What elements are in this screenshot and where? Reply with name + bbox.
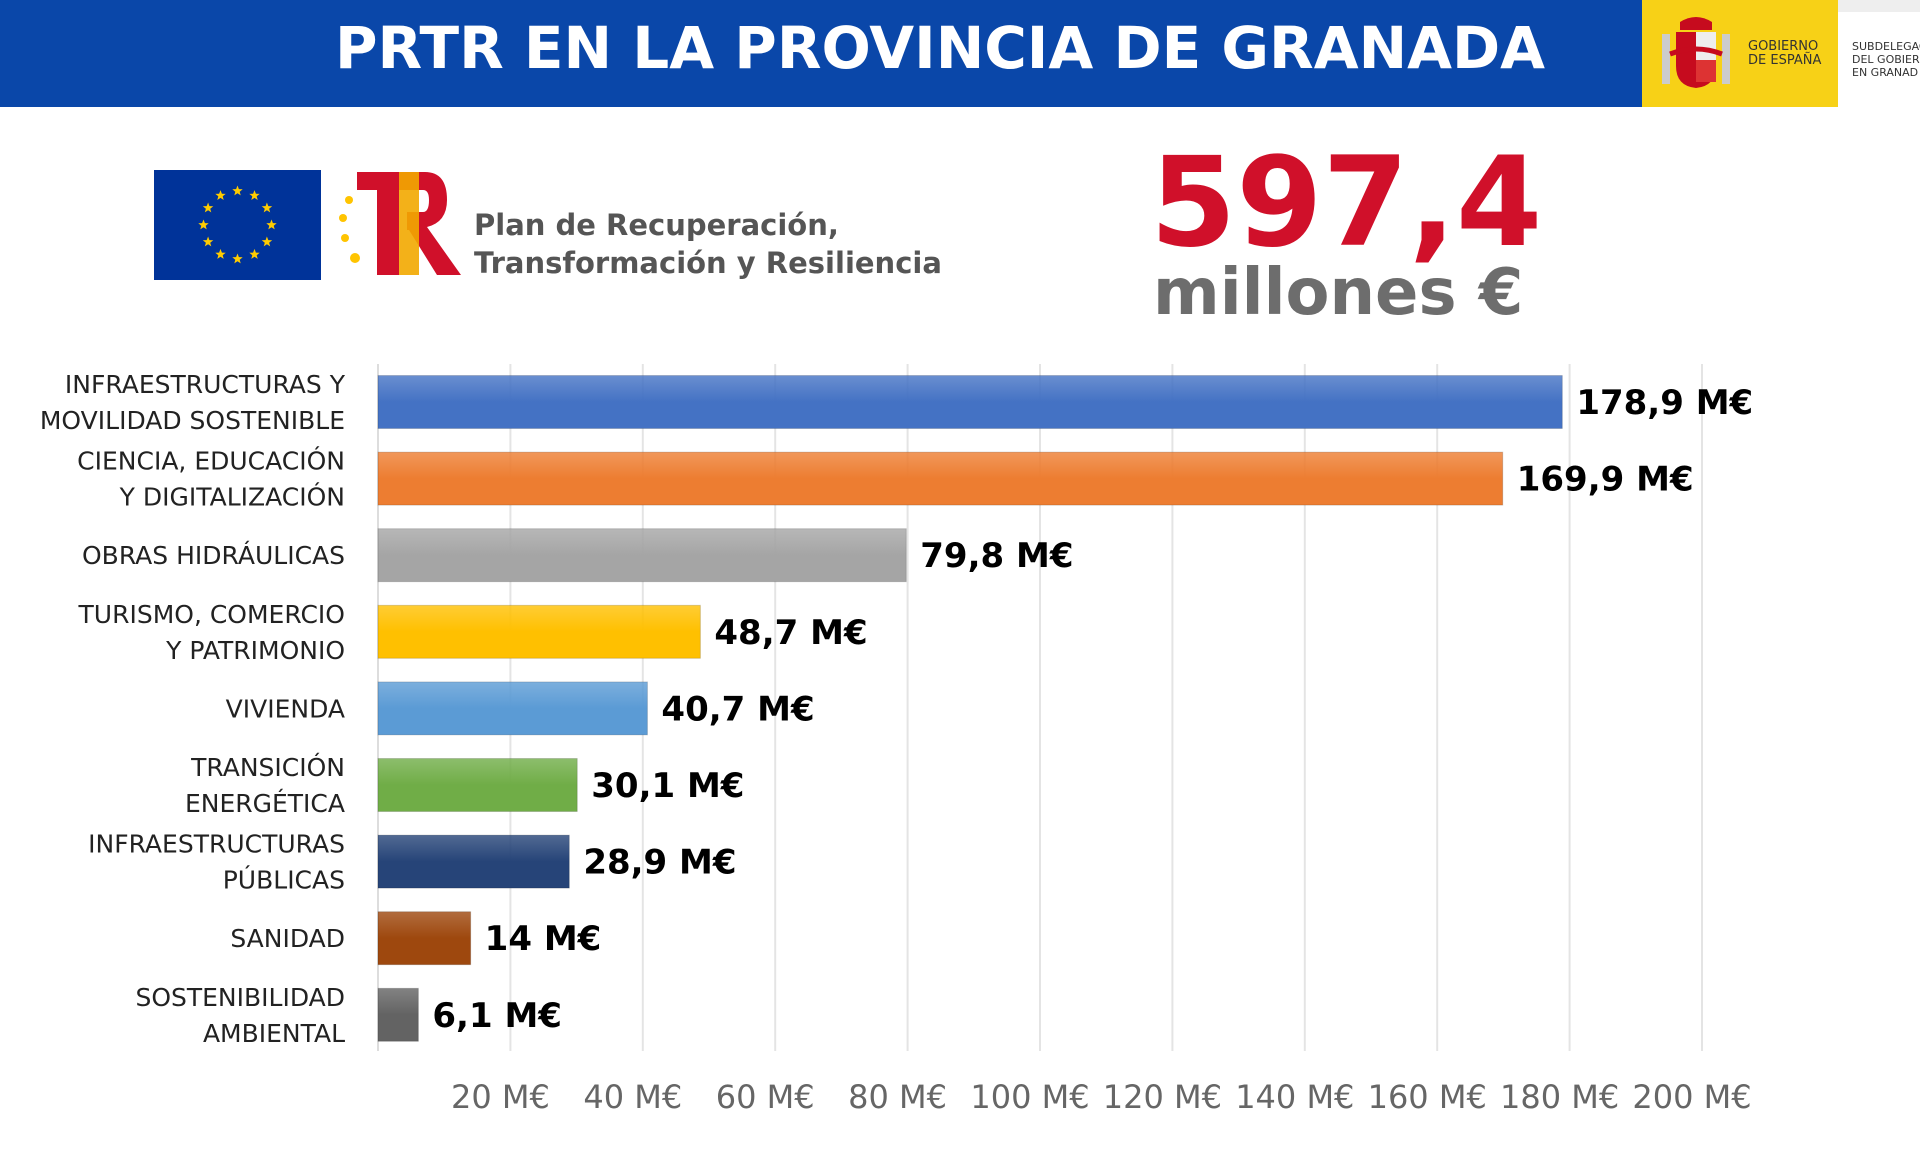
sub-logo-line: EN GRANAD — [1852, 66, 1919, 79]
total-unit: millones € — [1153, 256, 1524, 330]
eu-star-icon — [261, 202, 273, 213]
plan-line1: Plan de Recuperación, — [474, 208, 839, 242]
category-label: PÚBLICAS — [223, 865, 345, 895]
category-label: AMBIENTAL — [203, 1019, 345, 1048]
category-label: CIENCIA, EDUCACIÓN — [77, 446, 345, 476]
bar — [377, 681, 648, 736]
prtr-logo-icon — [339, 172, 461, 275]
x-tick-label: 180 M€ — [1500, 1078, 1619, 1116]
x-tick-label: 200 M€ — [1632, 1078, 1751, 1116]
value-label: 48,7 M€ — [714, 613, 867, 653]
eu-star-icon — [261, 236, 273, 247]
value-label: 6,1 M€ — [432, 996, 562, 1036]
bar — [377, 451, 1504, 506]
category-label: Y PATRIMONIO — [165, 636, 345, 665]
plan-recuperacion-text: Plan de Recuperación, Transformación y R… — [474, 206, 942, 282]
x-tick-label: 80 M€ — [848, 1078, 947, 1116]
value-label: 28,9 M€ — [583, 843, 736, 883]
category-label: TURISMO, COMERCIO — [78, 600, 345, 629]
bar — [377, 758, 578, 812]
category-label: SOSTENIBILIDAD — [135, 983, 345, 1012]
eu-star-icon — [215, 248, 226, 259]
sub-logo-line: SUBDELEGAC — [1852, 40, 1920, 53]
value-label: 30,1 M€ — [591, 766, 744, 806]
gobierno-espana-logo: GOBIERNO DE ESPAÑA — [1642, 0, 1838, 107]
coat-of-arms-icon — [1662, 17, 1730, 88]
gov-logo-text: GOBIERNO DE ESPAÑA — [1748, 39, 1822, 68]
eu-star-icon — [249, 248, 260, 259]
x-tick-label: 120 M€ — [1103, 1078, 1222, 1116]
bar — [377, 834, 570, 889]
eu-flag-icon — [154, 170, 321, 280]
total-amount: 597,4 — [1150, 131, 1543, 275]
x-tick-label: 100 M€ — [970, 1078, 1089, 1116]
category-label: OBRAS HIDRÁULICAS — [82, 541, 345, 570]
value-label: 79,8 M€ — [920, 536, 1073, 576]
eu-star-icon — [198, 219, 209, 230]
value-label: 14 M€ — [485, 919, 602, 959]
bar — [377, 911, 472, 966]
bar — [377, 604, 701, 659]
category-label: MOVILIDAD SOSTENIBLE — [40, 406, 345, 435]
eu-star-icon — [249, 190, 260, 200]
value-label: 169,9 M€ — [1517, 460, 1694, 500]
value-label: 178,9 M€ — [1576, 383, 1753, 423]
category-label: TRANSICIÓN — [190, 752, 345, 782]
category-label: INFRAESTRUCTURAS — [88, 830, 345, 859]
header-bar — [0, 0, 1642, 107]
value-label: 40,7 M€ — [661, 689, 814, 729]
x-tick-label: 20 M€ — [451, 1078, 550, 1116]
bar — [377, 375, 1563, 429]
bar — [377, 528, 907, 583]
category-label: SANIDAD — [230, 924, 345, 953]
page-title: PRTR EN LA PROVINCIA DE GRANADA — [334, 14, 1546, 82]
sub-logo-line: DEL GOBIER — [1852, 53, 1920, 66]
x-tick-label: 160 M€ — [1368, 1078, 1487, 1116]
subdelegacion-logo: SUBDELEGAC DEL GOBIER EN GRANAD — [1838, 0, 1920, 107]
category-label: ENERGÉTICA — [185, 789, 345, 818]
eu-star-icon — [215, 190, 226, 200]
eu-star-icon — [232, 253, 243, 264]
x-tick-label: 60 M€ — [716, 1078, 815, 1116]
bar — [377, 987, 419, 1042]
eu-star-icon — [266, 219, 277, 230]
eu-star-icon — [202, 202, 214, 213]
eu-star-icon — [202, 236, 214, 247]
category-label: INFRAESTRUCTURAS Y — [65, 370, 346, 399]
plan-line2: Transformación y Resiliencia — [474, 246, 942, 280]
category-label: Y DIGITALIZACIÓN — [119, 482, 345, 512]
x-tick-label: 140 M€ — [1235, 1078, 1354, 1116]
eu-star-icon — [232, 185, 243, 196]
x-tick-label: 40 M€ — [583, 1078, 682, 1116]
category-label: VIVIENDA — [226, 694, 345, 723]
